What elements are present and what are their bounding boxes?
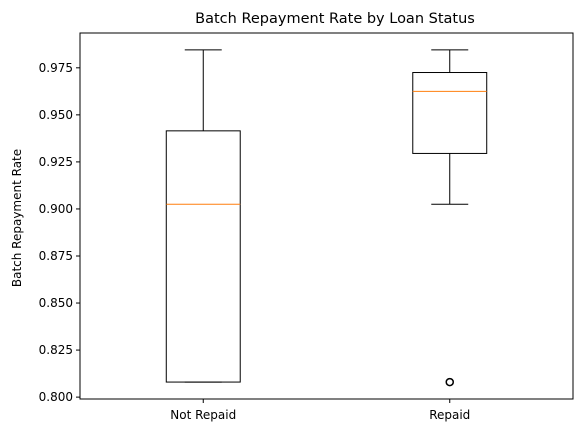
- y-tick-label: 0.825: [39, 343, 73, 357]
- box-body: [165, 130, 241, 383]
- plot-area: [79, 32, 574, 400]
- box-body: [412, 72, 488, 154]
- y-tick-label: 0.975: [39, 61, 73, 75]
- box-repaid: [412, 49, 488, 387]
- y-axis-label: Batch Repayment Rate: [10, 149, 24, 287]
- chart-title: Batch Repayment Rate by Loan Status: [195, 11, 475, 27]
- outlier-point: [445, 377, 454, 387]
- box-not-repaid: [165, 49, 241, 383]
- y-tick-label: 0.925: [39, 155, 73, 169]
- y-axis: 0.800 0.825 0.850 0.875 0.900 0.925 0.950 0.975: [39, 61, 80, 404]
- x-tick-label: Repaid: [429, 408, 470, 422]
- y-tick-label: 0.900: [39, 202, 73, 216]
- x-axis: Not Repaid Repaid: [170, 399, 470, 422]
- y-tick-label: 0.875: [39, 249, 73, 263]
- y-tick-label: 0.950: [39, 108, 73, 122]
- x-tick-label: Not Repaid: [170, 408, 236, 422]
- y-tick-label: 0.850: [39, 296, 73, 310]
- boxes: [165, 49, 488, 387]
- y-tick-label: 0.800: [39, 390, 73, 404]
